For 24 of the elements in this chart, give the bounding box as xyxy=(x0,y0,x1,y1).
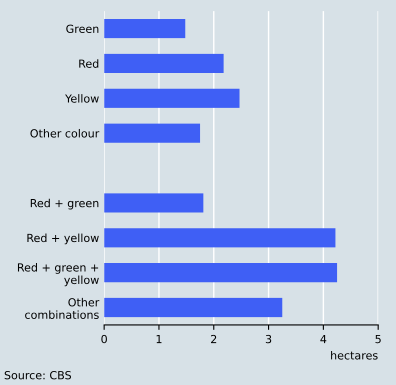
x-tick-label: 2 xyxy=(211,334,216,344)
bar xyxy=(104,88,240,108)
source-note: Source: CBS xyxy=(4,370,72,380)
bar xyxy=(104,263,338,282)
x-tick-label: 3 xyxy=(266,334,272,344)
x-tick-label: 4 xyxy=(320,335,326,344)
bar xyxy=(104,19,186,38)
y-tick-label: Other combinations xyxy=(25,298,100,319)
bar xyxy=(104,193,204,213)
bar xyxy=(104,228,336,248)
x-tick-label: 0 xyxy=(101,334,107,344)
y-tick-label: Red + green + yellow xyxy=(18,263,99,286)
bar xyxy=(104,54,224,74)
y-tick-label: Green xyxy=(66,24,98,33)
y-tick-label: Red + green xyxy=(30,198,98,210)
y-tick-label: Red xyxy=(79,59,98,68)
bar xyxy=(104,124,200,143)
x-axis-title: hectares xyxy=(331,350,378,360)
y-tick-label: Other colour xyxy=(30,128,100,138)
x-tick-label: 1 xyxy=(156,335,162,344)
bar xyxy=(104,298,282,318)
x-tick-label: 5 xyxy=(376,335,381,344)
y-tick-label: Yellow xyxy=(65,94,99,103)
y-tick-label: Red + yellow xyxy=(27,234,99,244)
